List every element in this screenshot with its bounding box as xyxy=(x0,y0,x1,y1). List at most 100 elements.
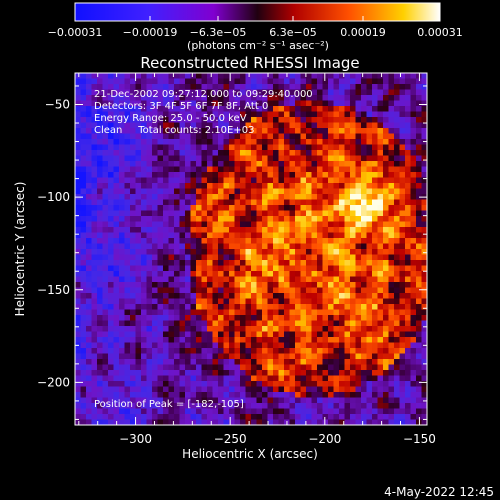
heatmap-cell xyxy=(141,161,147,167)
heatmap-cell xyxy=(399,414,406,420)
heatmap-cell xyxy=(240,227,246,233)
heatmap-cell xyxy=(240,386,246,393)
heatmap-cell xyxy=(75,216,81,222)
heatmap-cell xyxy=(119,359,125,365)
heatmap-cell xyxy=(284,403,290,409)
heatmap-cell xyxy=(306,100,312,107)
heatmap-cell xyxy=(289,397,296,404)
heatmap-cell xyxy=(399,78,406,85)
heatmap-cell xyxy=(218,304,224,310)
heatmap-cell xyxy=(256,111,263,118)
heatmap-cell xyxy=(80,260,87,266)
heatmap-cell xyxy=(317,128,323,134)
heatmap-cell xyxy=(75,210,81,217)
heatmap-cell xyxy=(262,100,268,107)
heatmap-cell xyxy=(174,73,180,79)
heatmap-cell xyxy=(146,304,153,310)
heatmap-cell xyxy=(394,243,400,250)
heatmap-cell xyxy=(218,166,224,173)
heatmap-cell xyxy=(108,348,114,354)
y-axis-ticks xyxy=(75,85,427,420)
heatmap-cell xyxy=(86,188,92,195)
heatmap-cell xyxy=(355,381,362,387)
heatmap-cell xyxy=(240,78,246,85)
heatmap-cell xyxy=(421,84,427,90)
heatmap-cell xyxy=(311,276,318,283)
heatmap-cell xyxy=(251,238,257,244)
heatmap-cell xyxy=(311,89,318,96)
heatmap-cell xyxy=(102,139,109,145)
heatmap-cell xyxy=(146,249,153,255)
heatmap-cell xyxy=(201,188,208,195)
heatmap-cell xyxy=(152,95,158,101)
heatmap-cell xyxy=(212,177,219,184)
heatmap-cell xyxy=(355,265,362,272)
heatmap-cell xyxy=(317,353,323,360)
heatmap-cell xyxy=(196,282,202,288)
heatmap-cell xyxy=(124,216,131,222)
heatmap-cell xyxy=(278,403,285,409)
heatmap-cell xyxy=(108,364,114,371)
heatmap-cell xyxy=(75,331,81,338)
heatmap-cell xyxy=(421,144,427,151)
heatmap-cell xyxy=(410,199,417,206)
heatmap-cell xyxy=(262,331,268,338)
heatmap-cell xyxy=(146,392,153,398)
heatmap-cell xyxy=(251,161,257,167)
heatmap-cell xyxy=(146,205,153,211)
heatmap-cell xyxy=(317,403,323,409)
heatmap-cell xyxy=(317,232,323,239)
heatmap-cell xyxy=(240,210,246,217)
heatmap-cell xyxy=(207,133,213,140)
heatmap-cell xyxy=(168,205,175,211)
heatmap-cell xyxy=(179,265,186,272)
heatmap-cell xyxy=(262,117,268,123)
heatmap-cell xyxy=(124,144,131,151)
heatmap-cell xyxy=(361,293,367,299)
heatmap-cell xyxy=(295,84,301,90)
heatmap-cell xyxy=(361,89,367,96)
heatmap-cell xyxy=(102,282,109,288)
heatmap-cell xyxy=(218,188,224,195)
heatmap-cell xyxy=(361,408,367,415)
heatmap-cell xyxy=(130,144,136,151)
heatmap-cell xyxy=(190,194,197,200)
heatmap-cell xyxy=(102,243,109,250)
heatmap-cell xyxy=(240,194,246,200)
heatmap-cell xyxy=(322,254,329,261)
heatmap-cell xyxy=(256,78,263,85)
heatmap-cell xyxy=(267,144,274,151)
heatmap-cell xyxy=(234,392,241,398)
heatmap-cell xyxy=(179,243,186,250)
heatmap-cell xyxy=(168,227,175,233)
heatmap-cell xyxy=(267,89,274,96)
heatmap-cell xyxy=(124,84,131,90)
heatmap-cell xyxy=(295,381,301,387)
heatmap-cell xyxy=(388,172,395,178)
heatmap-cell xyxy=(75,271,81,277)
heatmap-cell xyxy=(190,359,197,365)
heatmap-cell xyxy=(179,386,186,393)
heatmap-cell xyxy=(130,100,136,107)
heatmap-cell xyxy=(113,128,120,134)
heatmap-cell xyxy=(168,260,175,266)
heatmap-cell xyxy=(399,315,406,321)
heatmap-cell xyxy=(124,95,131,101)
heatmap-cell xyxy=(212,111,219,118)
heatmap-cell xyxy=(251,106,257,112)
heatmap-cell xyxy=(124,205,131,211)
heatmap-cell xyxy=(229,227,235,233)
heatmap-cell xyxy=(317,238,323,244)
heatmap-cell xyxy=(119,155,125,162)
heatmap-cell xyxy=(168,194,175,200)
heatmap-cell xyxy=(86,359,92,365)
heatmap-cell xyxy=(119,95,125,101)
heatmap-cell xyxy=(278,128,285,134)
heatmap-cell xyxy=(146,139,153,145)
heatmap-cell xyxy=(256,150,263,156)
heatmap-cell xyxy=(218,89,224,96)
heatmap-cell xyxy=(201,315,208,321)
heatmap-cell xyxy=(377,353,384,360)
heatmap-cell xyxy=(223,199,230,206)
heatmap-cell xyxy=(240,166,246,173)
